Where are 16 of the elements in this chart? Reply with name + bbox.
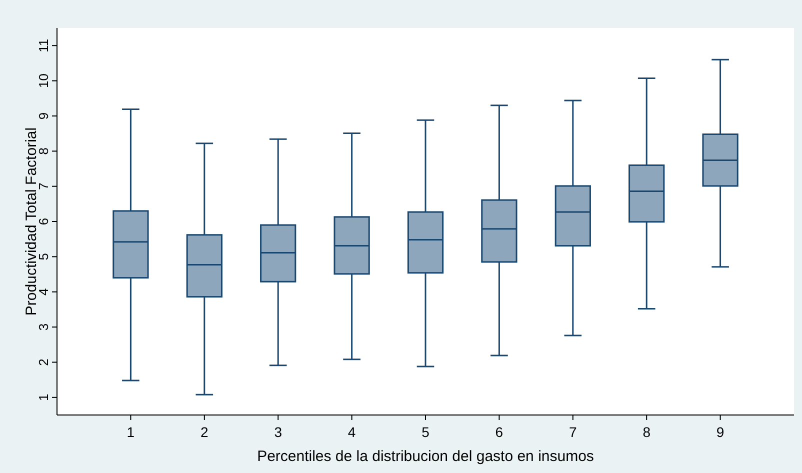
y-tick-label: 9 <box>36 112 51 120</box>
x-tick-label: 8 <box>642 424 651 440</box>
x-tick-label: 9 <box>716 424 724 440</box>
x-tick-label: 3 <box>274 424 282 440</box>
y-tick-label: 10 <box>36 74 51 88</box>
y-tick-label: 11 <box>36 38 51 52</box>
y-tick-label: 3 <box>36 323 51 331</box>
y-tick-label: 1 <box>36 394 51 402</box>
x-tick-label: 1 <box>126 424 135 440</box>
x-tick-label: 6 <box>495 424 504 440</box>
x-tick-label: 7 <box>569 424 577 440</box>
y-tick-label: 2 <box>36 358 51 366</box>
x-axis-title: Percentiles de la distribucion del gasto en insumos <box>257 448 594 465</box>
x-tick-label: 5 <box>422 424 430 440</box>
x-tick-label: 2 <box>200 424 208 440</box>
x-tick-label: 4 <box>348 424 356 440</box>
